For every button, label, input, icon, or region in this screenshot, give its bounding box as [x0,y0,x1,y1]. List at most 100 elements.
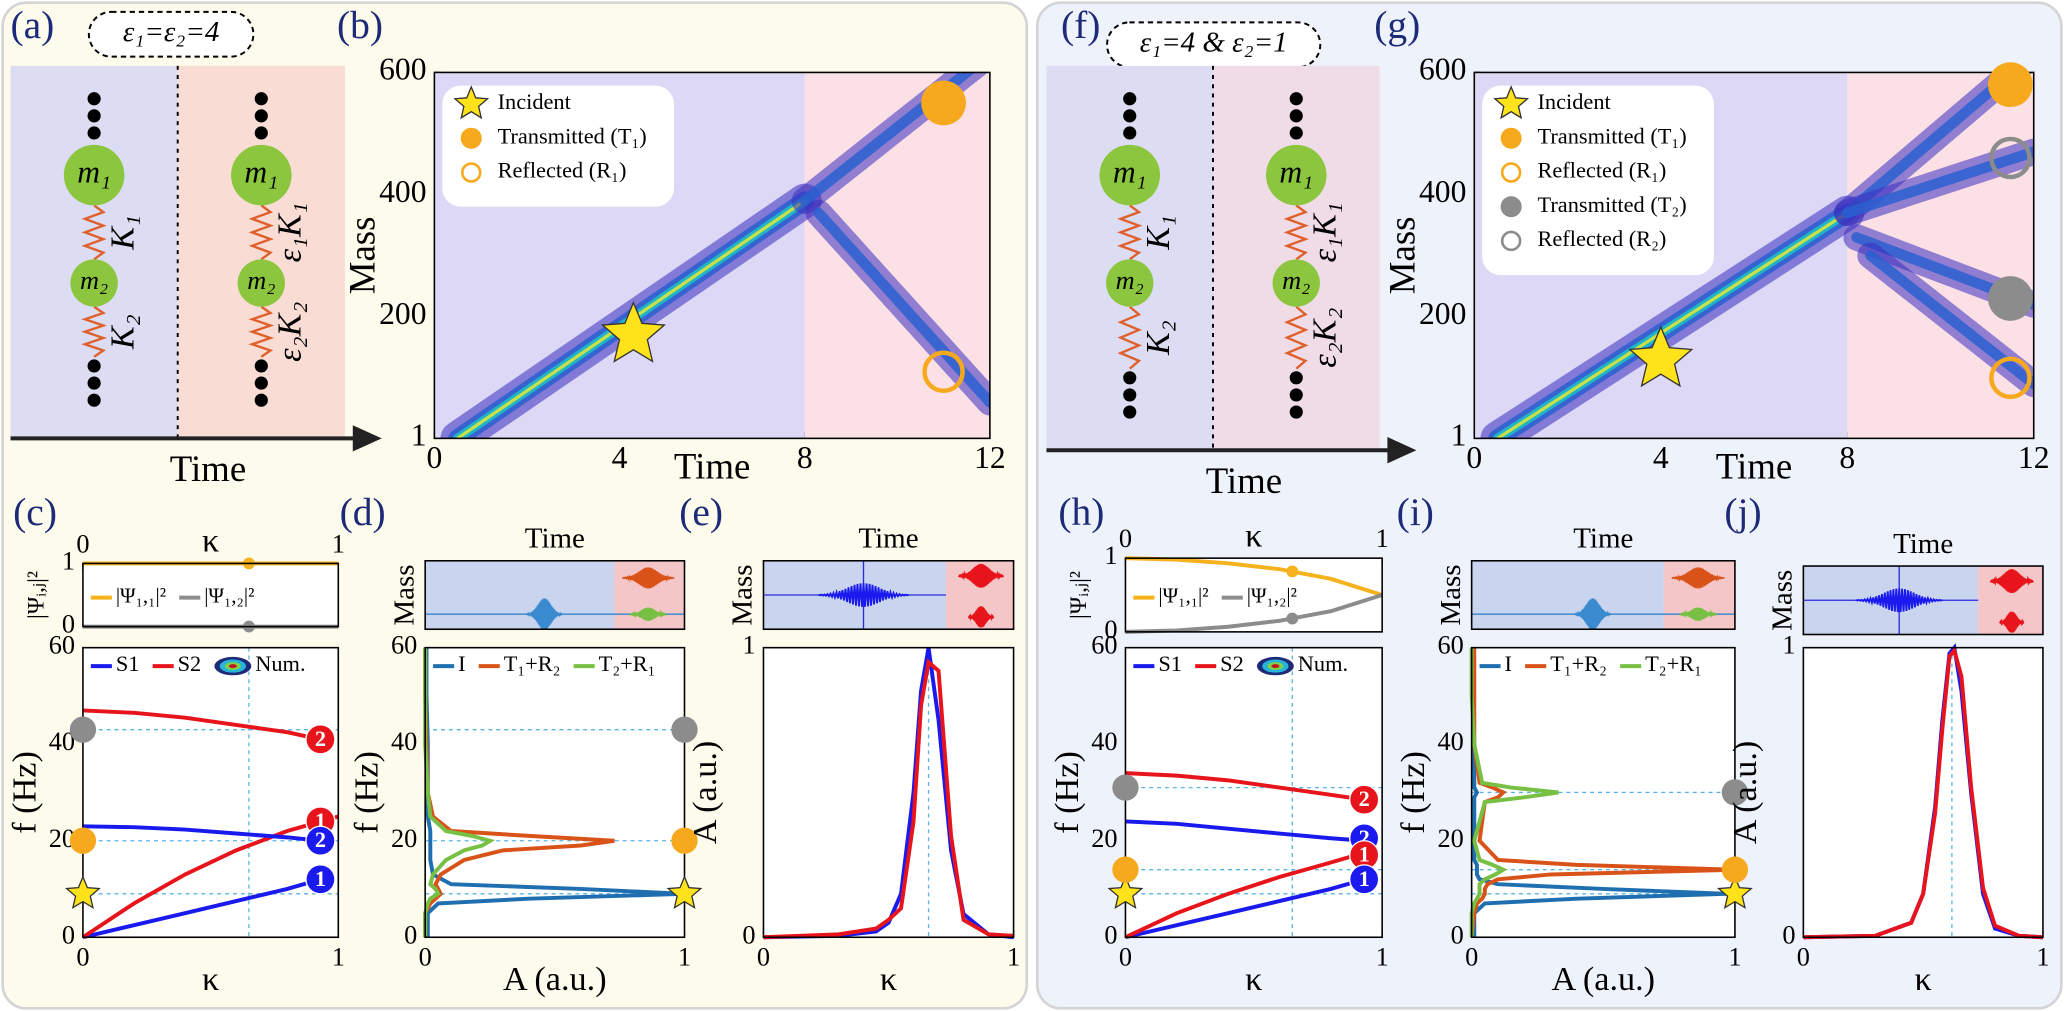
legend-icon [228,664,237,669]
y-axis-label: Mass [727,564,759,625]
line-series [1125,593,1383,634]
legend-label: T₁+R₂ [1550,651,1607,676]
x-tick-label: 12 [974,440,1006,475]
y-tick-label: 1 [411,418,427,453]
plot-bg [763,647,1014,938]
panel-label: (i) [1397,490,1434,534]
plot-frame [762,646,1015,939]
spring [248,305,275,358]
wave-packet [967,606,995,628]
marker [1716,874,1753,910]
wave-packet [1855,588,1943,613]
y-tick-label: 600 [1419,52,1466,87]
spring-label: K₁ [105,215,142,251]
legend-label: Transmitted (T₂) [1537,192,1686,217]
legend-label: Incident [1537,89,1611,114]
ellipsis-dot [87,376,101,390]
marker [1988,276,2033,321]
x-axis-label: κ [202,523,219,560]
ellipsis-dot [1289,92,1303,106]
y-tick-label: 20 [391,824,417,853]
marker [671,827,698,854]
plot-frame [1473,71,2035,440]
plot-frame [1802,565,2044,636]
marker [922,350,965,394]
spectrum-series [1469,647,1559,938]
x-axis-label: Time [1206,460,1282,501]
wave-packet [629,607,667,621]
legend-label: Transmitted (T₁) [1537,123,1686,148]
legend-icon [453,85,490,120]
y-tick-label: 40 [1091,727,1117,756]
legend-label: Reflected (R₁) [498,158,627,183]
legend-label: T₂+R₁ [1645,651,1702,676]
badge-label: 2 [1359,786,1370,811]
y-tick-label: 200 [379,296,426,331]
marker [1112,774,1139,801]
legend-label: Num. [1298,651,1348,676]
ellipsis-dot [1123,371,1137,385]
line-series [1803,646,2044,940]
ellipsis-dot [87,126,101,140]
x-tick-label: 0 [419,943,432,972]
x-axis-label: Time [170,448,246,489]
wave-packet [1573,598,1612,630]
y-tick-label: 1 [1104,541,1117,570]
badge-label: 2 [1359,825,1370,850]
plot-frame [433,71,991,440]
x-tick-label: 0 [426,440,442,475]
panel-label: (g) [1374,3,1420,47]
y-tick-label: 1 [1451,418,1467,453]
spectrum-series [423,647,496,938]
badge [1349,864,1380,895]
mass [1106,259,1154,307]
x-axis-label: κ [880,961,897,998]
y-tick-label: 0 [62,920,75,949]
mass [237,259,285,307]
panel-label: (j) [1724,490,1761,534]
x-tick-label: 1 [1376,943,1389,972]
ellipsis-dot [87,393,101,407]
y-tick-label: 600 [379,52,426,87]
x-tick-label: 1 [332,529,345,558]
marker [1721,779,1749,806]
line-series [81,814,339,939]
mass [63,144,125,206]
y-tick-label: 0 [1451,920,1464,949]
dot [1286,612,1299,625]
y-tick-label: 60 [49,631,75,660]
x-tick-label: 0 [1119,524,1132,553]
plot-frame [1124,557,1383,633]
y-tick-label: 60 [1437,631,1463,660]
x-tick-label: 4 [612,440,628,475]
ellipsis-dot [254,126,268,140]
ellipsis-dot [254,393,268,407]
legend-label: |Ψ₁,₂|² [204,583,254,607]
ellipsis-dot [87,359,101,373]
y-axis-label: |Ψᵢ,ⱼ|² [24,571,50,619]
plot-bg [1125,647,1383,938]
y-tick-label: 0 [1104,920,1117,949]
y-tick-label: 40 [391,727,417,756]
x-tick-label: 1 [332,943,345,972]
x-tick-label: 0 [1465,943,1478,972]
legend-icon [460,162,482,183]
plot-frame [1470,559,1736,631]
plot-frame [424,559,686,631]
x-tick-label: 0 [1466,440,1482,475]
x-axis-label: Time [1893,528,1953,560]
region-before [425,560,615,630]
y-axis-label: A (a.u.) [687,741,724,845]
wave-packet [1999,611,2025,633]
mass [231,144,292,206]
mass [70,259,118,307]
condition-box [87,10,255,58]
marker [69,827,97,854]
ellipsis-dot [1123,109,1137,123]
ellipsis-dot [1123,126,1137,140]
wave-packet [1671,567,1725,589]
y-tick-label: 60 [391,631,417,660]
y-tick-label: 400 [379,174,426,209]
panel-label: (b) [337,3,383,47]
